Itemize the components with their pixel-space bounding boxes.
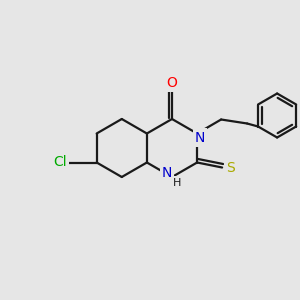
Text: N: N	[195, 130, 205, 145]
Text: H: H	[173, 178, 181, 188]
Text: O: O	[167, 76, 177, 90]
Text: S: S	[226, 161, 235, 176]
Text: Cl: Cl	[53, 155, 67, 170]
Text: N: N	[162, 166, 172, 180]
